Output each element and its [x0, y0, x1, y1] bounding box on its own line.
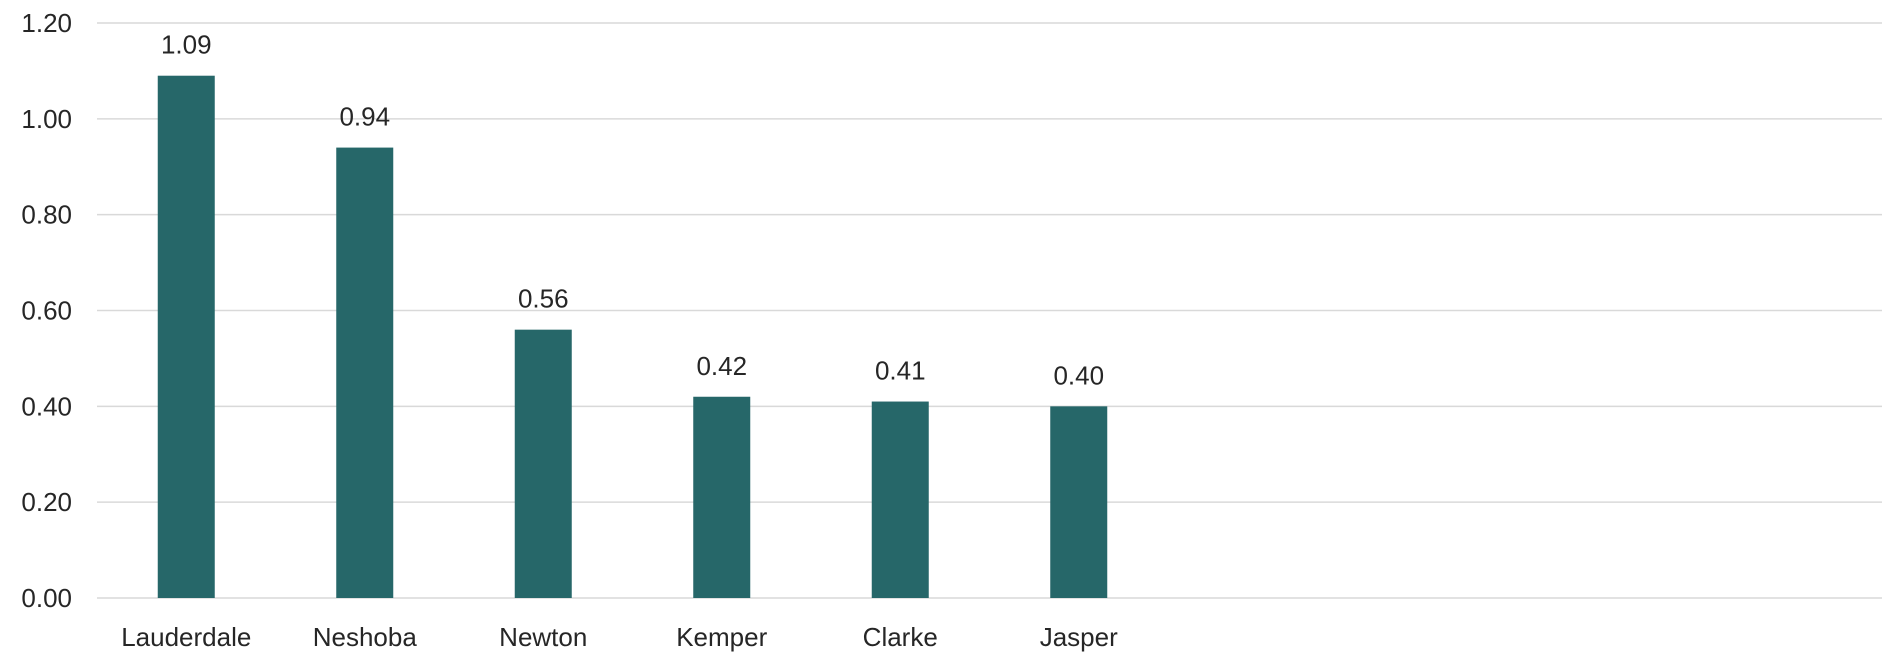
- data-label: 1.09: [161, 30, 212, 60]
- data-label: 0.40: [1053, 360, 1104, 390]
- y-axis-tick-labels: 0.00 0.20 0.40 0.60 0.80 1.00 1.20: [21, 8, 72, 613]
- y-tick-label: 0.00: [21, 583, 72, 613]
- bars: [157, 75, 1108, 599]
- data-label: 0.94: [339, 102, 390, 132]
- y-tick-label: 1.20: [21, 8, 72, 38]
- bar: [871, 401, 929, 598]
- y-tick-label: 0.20: [21, 487, 72, 517]
- x-axis-tick-labels: Lauderdale Neshoba Newton Kemper Clarke Jaspe…: [121, 622, 1118, 652]
- bar: [693, 396, 751, 598]
- gridlines: [97, 22, 1882, 599]
- data-label: 0.42: [696, 351, 747, 381]
- x-tick-label: Kemper: [676, 622, 767, 652]
- data-labels: 1.09 0.94 0.56 0.42 0.41 0.40: [161, 30, 1104, 391]
- data-label: 0.56: [518, 284, 569, 314]
- x-tick-label: Clarke: [863, 622, 938, 652]
- bar: [514, 329, 572, 598]
- bar: [336, 147, 394, 599]
- x-tick-label: Jasper: [1040, 622, 1118, 652]
- bar: [157, 75, 215, 599]
- y-tick-label: 0.80: [21, 200, 72, 230]
- x-tick-label: Newton: [499, 622, 587, 652]
- y-tick-label: 1.00: [21, 104, 72, 134]
- bar: [1050, 406, 1108, 598]
- data-label: 0.41: [875, 356, 926, 386]
- y-tick-label: 0.40: [21, 391, 72, 421]
- x-tick-label: Neshoba: [313, 622, 418, 652]
- y-tick-label: 0.60: [21, 296, 72, 326]
- x-tick-label: Lauderdale: [121, 622, 251, 652]
